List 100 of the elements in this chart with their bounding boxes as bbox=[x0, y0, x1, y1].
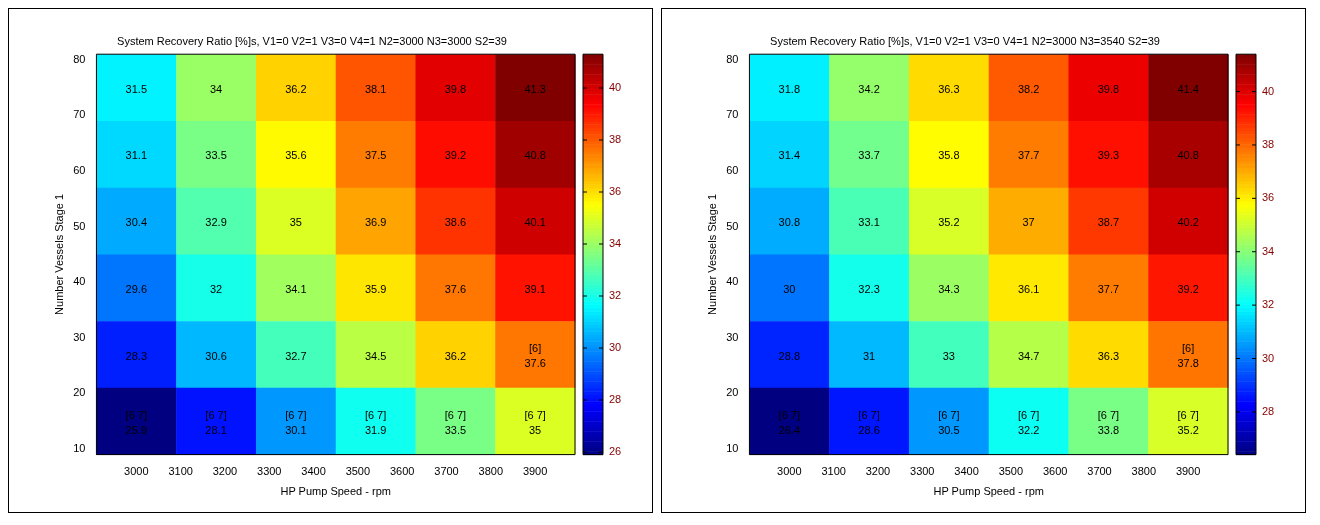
chart-title: System Recovery Ratio [%]s, V1=0 V2=1 V3=0 V4=1 N2=3000 N3=3000 S2=39 bbox=[117, 34, 507, 47]
y-tick-label: 60 bbox=[73, 164, 86, 177]
x-tick-label: 3600 bbox=[389, 465, 415, 478]
y-tick-label: 40 bbox=[726, 275, 739, 288]
x-axis-title: HP Pump Speed - rpm bbox=[933, 485, 1044, 498]
data-label: 38.7 bbox=[1097, 216, 1120, 229]
data-label: 33 bbox=[942, 349, 955, 362]
data-label: [6 7] 30.5 bbox=[938, 408, 960, 436]
data-label: 32.3 bbox=[858, 282, 880, 295]
data-label: 37.7 bbox=[1097, 282, 1120, 295]
data-label: 31.1 bbox=[125, 149, 148, 162]
data-label: 37.7 bbox=[1017, 149, 1040, 162]
x-tick-label: 3000 bbox=[777, 465, 802, 478]
data-label: 28.3 bbox=[125, 349, 148, 362]
x-tick-label: 3800 bbox=[1131, 465, 1157, 478]
data-label: 40.8 bbox=[524, 149, 546, 162]
data-label: 38.1 bbox=[364, 82, 387, 95]
x-tick-label: 3400 bbox=[301, 465, 326, 478]
data-label: 39.2 bbox=[1177, 282, 1199, 295]
data-label: 31.8 bbox=[778, 82, 801, 95]
data-label: [6] 37.6 bbox=[524, 342, 546, 370]
data-label: [6 7] 35 bbox=[524, 408, 546, 436]
data-label: 39.8 bbox=[444, 82, 467, 95]
y-tick-label: 30 bbox=[726, 330, 739, 343]
color-bar-label: 38 bbox=[609, 133, 622, 146]
x-tick-label: 3800 bbox=[478, 465, 504, 478]
data-label: 37.6 bbox=[444, 282, 467, 295]
x-tick-label: 3100 bbox=[821, 465, 846, 478]
x-axis-title: HP Pump Speed - rpm bbox=[280, 485, 391, 498]
data-label: 28.8 bbox=[778, 349, 801, 362]
y-tick-label: 10 bbox=[726, 442, 739, 455]
data-label: 30.4 bbox=[125, 216, 148, 229]
data-label: 33.1 bbox=[858, 216, 880, 229]
data-label: 36.1 bbox=[1017, 282, 1040, 295]
data-label: 39.3 bbox=[1097, 149, 1120, 162]
data-label: 34.5 bbox=[364, 349, 387, 362]
data-label: 40.1 bbox=[524, 216, 546, 229]
data-label: 36.9 bbox=[364, 216, 387, 229]
data-label: 33.5 bbox=[205, 149, 227, 162]
data-label: 31.5 bbox=[125, 82, 148, 95]
data-label: 34.2 bbox=[858, 82, 880, 95]
y-tick-label: 70 bbox=[73, 108, 86, 121]
y-tick-label: 20 bbox=[73, 386, 86, 399]
x-tick-label: 3200 bbox=[212, 465, 238, 478]
data-label: 32.9 bbox=[205, 216, 227, 229]
data-label: [6 7] 33.8 bbox=[1097, 408, 1120, 436]
color-bar-label: 36 bbox=[1262, 191, 1275, 204]
data-label: 38.2 bbox=[1017, 82, 1040, 95]
chart-title: System Recovery Ratio [%]s, V1=0 V2=1 V3=0 V4=1 N2=3000 N3=3540 S2=39 bbox=[770, 34, 1160, 47]
data-label: 35 bbox=[289, 216, 302, 229]
data-label: 37.5 bbox=[364, 149, 387, 162]
color-bar-label: 40 bbox=[1262, 84, 1275, 97]
color-bar-label: 32 bbox=[1262, 298, 1275, 311]
x-tick-label: 3900 bbox=[522, 465, 548, 478]
data-label: [6 7] 28.6 bbox=[858, 408, 880, 436]
x-tick-label: 3100 bbox=[168, 465, 193, 478]
color-bar-label: 30 bbox=[1262, 351, 1275, 364]
y-tick-label: 80 bbox=[73, 52, 86, 65]
data-label: 31.4 bbox=[778, 149, 801, 162]
data-label: 34.3 bbox=[938, 282, 960, 295]
data-label: 34 bbox=[209, 82, 223, 95]
x-tick-label: 3200 bbox=[865, 465, 891, 478]
y-tick-label: 40 bbox=[73, 275, 86, 288]
data-label: 36.3 bbox=[938, 82, 960, 95]
data-label: 30.6 bbox=[205, 349, 227, 362]
data-label: [6 7] 25.9 bbox=[125, 408, 148, 436]
data-label: [6 7] 33.5 bbox=[444, 408, 467, 436]
data-label: 33.7 bbox=[858, 149, 880, 162]
color-bar-label: 28 bbox=[1262, 404, 1275, 417]
y-tick-label: 30 bbox=[73, 330, 86, 343]
x-tick-label: 3700 bbox=[434, 465, 459, 478]
data-label: 31 bbox=[862, 349, 876, 362]
x-tick-label: 3900 bbox=[1175, 465, 1201, 478]
data-label: 39.2 bbox=[444, 149, 467, 162]
data-label: 35.9 bbox=[364, 282, 387, 295]
data-label: [6 7] 30.1 bbox=[285, 408, 307, 436]
color-bar-label: 32 bbox=[609, 289, 622, 302]
color-bar-label: 36 bbox=[609, 185, 622, 198]
y-tick-label: 80 bbox=[726, 52, 739, 65]
data-label: 41.3 bbox=[524, 82, 546, 95]
data-label: [6 7] 28.1 bbox=[205, 408, 227, 436]
color-bar-label: 30 bbox=[609, 341, 622, 354]
y-axis-title: Number Vessels Stage 1 bbox=[52, 193, 65, 315]
data-label: 34.1 bbox=[285, 282, 307, 295]
color-bar-label: 28 bbox=[609, 393, 622, 406]
x-tick-label: 3000 bbox=[124, 465, 149, 478]
data-label: [6 7] 26.4 bbox=[778, 408, 801, 436]
data-label: 39.1 bbox=[524, 282, 546, 295]
data-label: 39.8 bbox=[1097, 82, 1120, 95]
data-label: [6] 37.8 bbox=[1177, 342, 1199, 370]
data-label: 32 bbox=[209, 282, 223, 295]
y-axis-title: Number Vessels Stage 1 bbox=[705, 193, 718, 315]
y-tick-label: 70 bbox=[726, 108, 739, 121]
x-tick-label: 3500 bbox=[345, 465, 371, 478]
y-tick-label: 50 bbox=[73, 219, 86, 232]
data-label: 41.4 bbox=[1177, 82, 1199, 95]
x-tick-label: 3300 bbox=[910, 465, 935, 478]
data-label: 36.2 bbox=[444, 349, 467, 362]
data-label: 36.2 bbox=[285, 82, 307, 95]
x-tick-label: 3600 bbox=[1042, 465, 1068, 478]
